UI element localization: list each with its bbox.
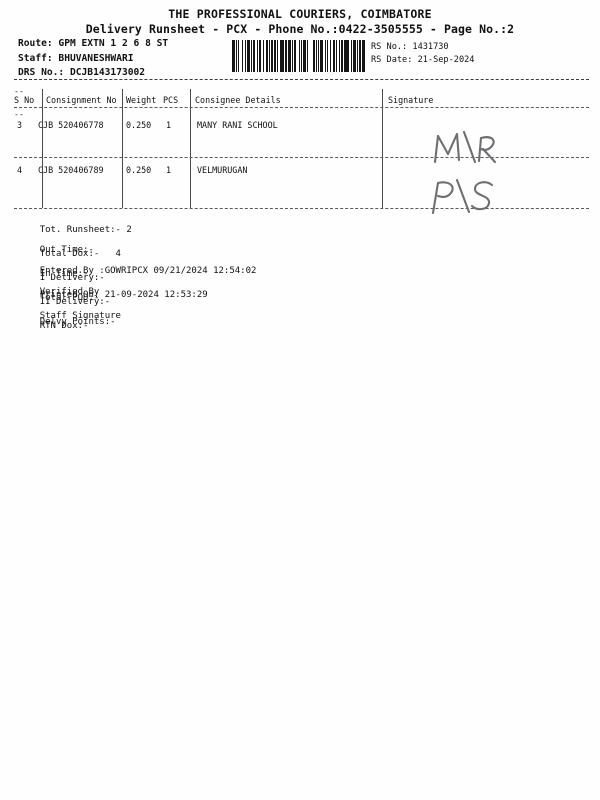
out-time-value: Out Time:- (39, 245, 94, 255)
table-header-divider (14, 107, 589, 108)
summary-line-1: Tot. Runsheet:- 2 Total Dox:- 4 I Delive… (18, 212, 132, 344)
column-divider-signature (382, 89, 383, 208)
cell-pcs: 1 (166, 165, 172, 175)
continuation-mark-row: -- (14, 109, 25, 119)
total-dox-value: Total Dox:- 4 (39, 249, 121, 259)
signature-mark-row-2 (424, 176, 506, 218)
rs-date-line: RS Date: 21-Sep-2024 (371, 54, 475, 65)
column-header-consignee-details: Consignee Details (195, 95, 281, 105)
drs-no-line: DRS No.: DCJB143173002 (18, 67, 146, 78)
column-header-weight: Weight (126, 95, 157, 105)
cell-consignee: MANY RANI SCHOOL (197, 120, 278, 130)
summary-line-2: Out Time:- In Time:- Total POD:- Delvy P… (18, 232, 116, 340)
cell-s-no: 3 (17, 120, 23, 130)
cell-weight: 0.250 (126, 120, 152, 130)
total-runsheet-value: Tot. Runsheet:- 2 (39, 225, 132, 235)
entered-by-text: Entered By :GOWRIPCX 09/21/2024 12:54:02 (39, 266, 257, 276)
column-header-pcs: PCS (163, 95, 179, 105)
cell-consignment-no: CJB 520406778 (38, 120, 104, 130)
in-time-value: In Time:- (39, 269, 89, 279)
continuation-mark-header: -- (14, 86, 25, 96)
staff-signature-label: Staff Signature (39, 311, 121, 321)
cell-s-no: 4 (17, 165, 23, 175)
header-meta-left: Route: GPM EXTN 1 2 6 8 ST Staff: BHUVAN… (18, 37, 168, 81)
signature-mark-row-1 (428, 129, 506, 167)
staff-line: Staff: BHUVANESHWARI (18, 52, 134, 64)
printed-on-text: Printed On: 21-09-2024 12:53:29 (39, 290, 208, 300)
page-title: THE PROFESSIONAL COURIERS, COIMBATORE (168, 7, 432, 21)
cell-weight: 0.250 (126, 165, 152, 175)
page-subtitle: Delivery Runsheet - PCX - Phone No.:0422… (85, 22, 515, 36)
column-divider-sno (42, 89, 43, 208)
cell-pcs: 1 (166, 120, 172, 130)
table-row-divider (14, 157, 589, 158)
header-divider (14, 79, 589, 80)
header-meta-right: RS No.: 1431730 RS Date: 21-Sep-2024 (371, 41, 474, 66)
rs-no-line: RS No.: 1431730 (371, 42, 449, 52)
cell-consignment-no: CJB 520406789 (38, 165, 104, 175)
column-divider-consignment (122, 89, 123, 208)
cell-consignee: VELMURUGAN (197, 165, 248, 175)
column-header-consignment-no: Consignment No (46, 95, 117, 105)
total-pod-value: Total POD:- (39, 293, 100, 303)
table-bottom-divider (14, 208, 589, 209)
second-delivery-value: II Delivery:- (39, 297, 111, 307)
column-header-signature: Signature (388, 95, 434, 105)
first-delivery-value: I Delivery:- (39, 273, 105, 283)
footer-line-entered: Entered By :GOWRIPCX 09/21/2024 12:54:02… (18, 253, 257, 313)
column-divider-pcs (190, 89, 191, 208)
runsheet-barcode (232, 40, 366, 72)
verified-by-label: Verified By (39, 287, 100, 297)
route-line: Route: GPM EXTN 1 2 6 8 ST (18, 38, 169, 49)
footer-line-signatures: Verified By Staff Signature (18, 274, 198, 334)
rtn-dox-value: RTN Dox:- (39, 321, 89, 331)
delvy-points-value: Delvy Points:- (39, 317, 116, 327)
column-header-s-no: S No (14, 95, 35, 105)
